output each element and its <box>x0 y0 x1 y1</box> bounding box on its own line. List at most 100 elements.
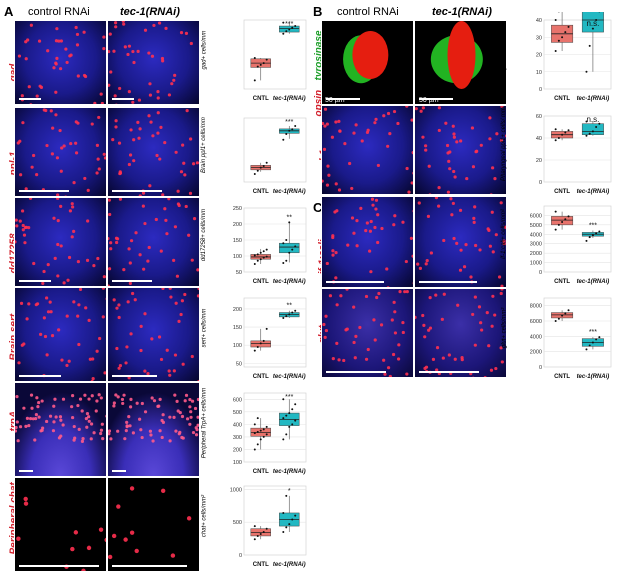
data-point <box>555 139 557 141</box>
data-point <box>285 495 287 497</box>
data-point <box>282 531 284 533</box>
data-point <box>568 215 570 217</box>
data-point <box>561 36 563 38</box>
data-point <box>254 57 256 59</box>
scale-bar <box>19 470 33 472</box>
data-point <box>282 262 284 264</box>
micrograph-tile <box>414 20 507 105</box>
data-point <box>263 428 265 430</box>
data-point <box>294 125 296 127</box>
data-point <box>598 336 600 338</box>
scale-label-b1: 50 µm <box>325 97 345 104</box>
data-point <box>294 25 296 27</box>
significance-label: *** <box>285 394 293 401</box>
y-tick-label: 20 <box>536 158 542 164</box>
significance-label: ** <box>287 303 293 310</box>
y-tick-label: 10 <box>536 70 542 76</box>
data-point <box>254 173 256 175</box>
data-point <box>555 128 557 130</box>
micrograph-tile <box>321 20 414 105</box>
data-point <box>595 338 597 340</box>
data-point <box>263 257 265 259</box>
micrograph-tile <box>414 105 507 195</box>
scale-bar <box>19 565 99 567</box>
data-point <box>288 130 290 132</box>
data-point <box>257 535 259 537</box>
data-point <box>282 22 284 24</box>
data-point <box>266 528 268 530</box>
data-point <box>589 45 591 47</box>
data-point <box>266 433 268 435</box>
data-point <box>589 236 591 238</box>
scale-bar <box>112 98 134 100</box>
y-tick-label: 50 <box>236 270 242 276</box>
scale-bar <box>19 280 51 282</box>
y-axis-label: if-1;cali+ cells/mm² <box>501 197 507 271</box>
x-tick-label: tec-1(RNAi) <box>273 279 306 285</box>
significance-label: n.s. <box>586 19 599 28</box>
micrograph-tile <box>14 477 107 572</box>
plot-frame <box>544 298 611 367</box>
y-tick-label: 300 <box>233 435 242 441</box>
y-tick-label: 200 <box>233 447 242 453</box>
data-point <box>282 438 284 440</box>
data-point <box>294 310 296 312</box>
box-ctrl <box>551 216 572 224</box>
x-tick-label: tec-1(RNAi) <box>273 96 306 102</box>
x-tick-label: CNTL <box>253 96 269 102</box>
significance-label: *** <box>285 119 293 126</box>
y-axis-label: Brain ppl1+ cells/mm <box>201 109 207 181</box>
scale-bar <box>326 281 384 283</box>
x-tick-label: tec-1(RNAi) <box>273 189 306 195</box>
data-point <box>282 317 284 319</box>
scale-bar <box>112 470 126 472</box>
x-tick-label: tec-1(RNAi) <box>577 96 610 102</box>
data-point <box>254 538 256 540</box>
data-point <box>585 135 587 137</box>
significance-label: ** <box>287 214 293 221</box>
y-tick-label: 200 <box>233 222 242 228</box>
data-point <box>263 250 265 252</box>
y-tick-label: 100 <box>233 254 242 260</box>
x-tick-label: CNTL <box>554 96 570 102</box>
y-tick-label: 0 <box>539 270 542 276</box>
plot-frame <box>244 118 306 182</box>
x-tick-label: CNTL <box>554 189 570 195</box>
data-point <box>558 224 560 226</box>
data-point <box>260 258 262 260</box>
y-tick-label: 100 <box>233 343 242 349</box>
data-point <box>285 415 287 417</box>
data-point <box>254 448 256 450</box>
scale-bar <box>419 371 479 373</box>
data-point <box>568 309 570 311</box>
scale-bar <box>19 190 69 192</box>
y-tick-label: 5000 <box>530 223 542 229</box>
data-point <box>257 170 259 172</box>
micrograph-tile <box>321 288 414 378</box>
data-point <box>285 133 287 135</box>
panel-letter-a: A <box>4 4 13 19</box>
y-tick-label: 200 <box>233 307 242 313</box>
x-tick-label: CNTL <box>554 374 570 380</box>
y-tick-label: 8000 <box>530 304 542 310</box>
data-point <box>254 423 256 425</box>
plot-frame <box>244 393 306 462</box>
y-tick-label: 6000 <box>530 319 542 325</box>
data-point <box>288 221 290 223</box>
data-point <box>592 130 594 132</box>
data-point <box>263 62 265 64</box>
data-point <box>592 341 594 343</box>
data-point <box>294 420 296 422</box>
data-point <box>555 229 557 231</box>
data-point <box>555 211 557 213</box>
data-point <box>260 430 262 432</box>
micrograph-tile <box>14 382 107 477</box>
x-tick-label: tec-1(RNAi) <box>273 469 306 475</box>
